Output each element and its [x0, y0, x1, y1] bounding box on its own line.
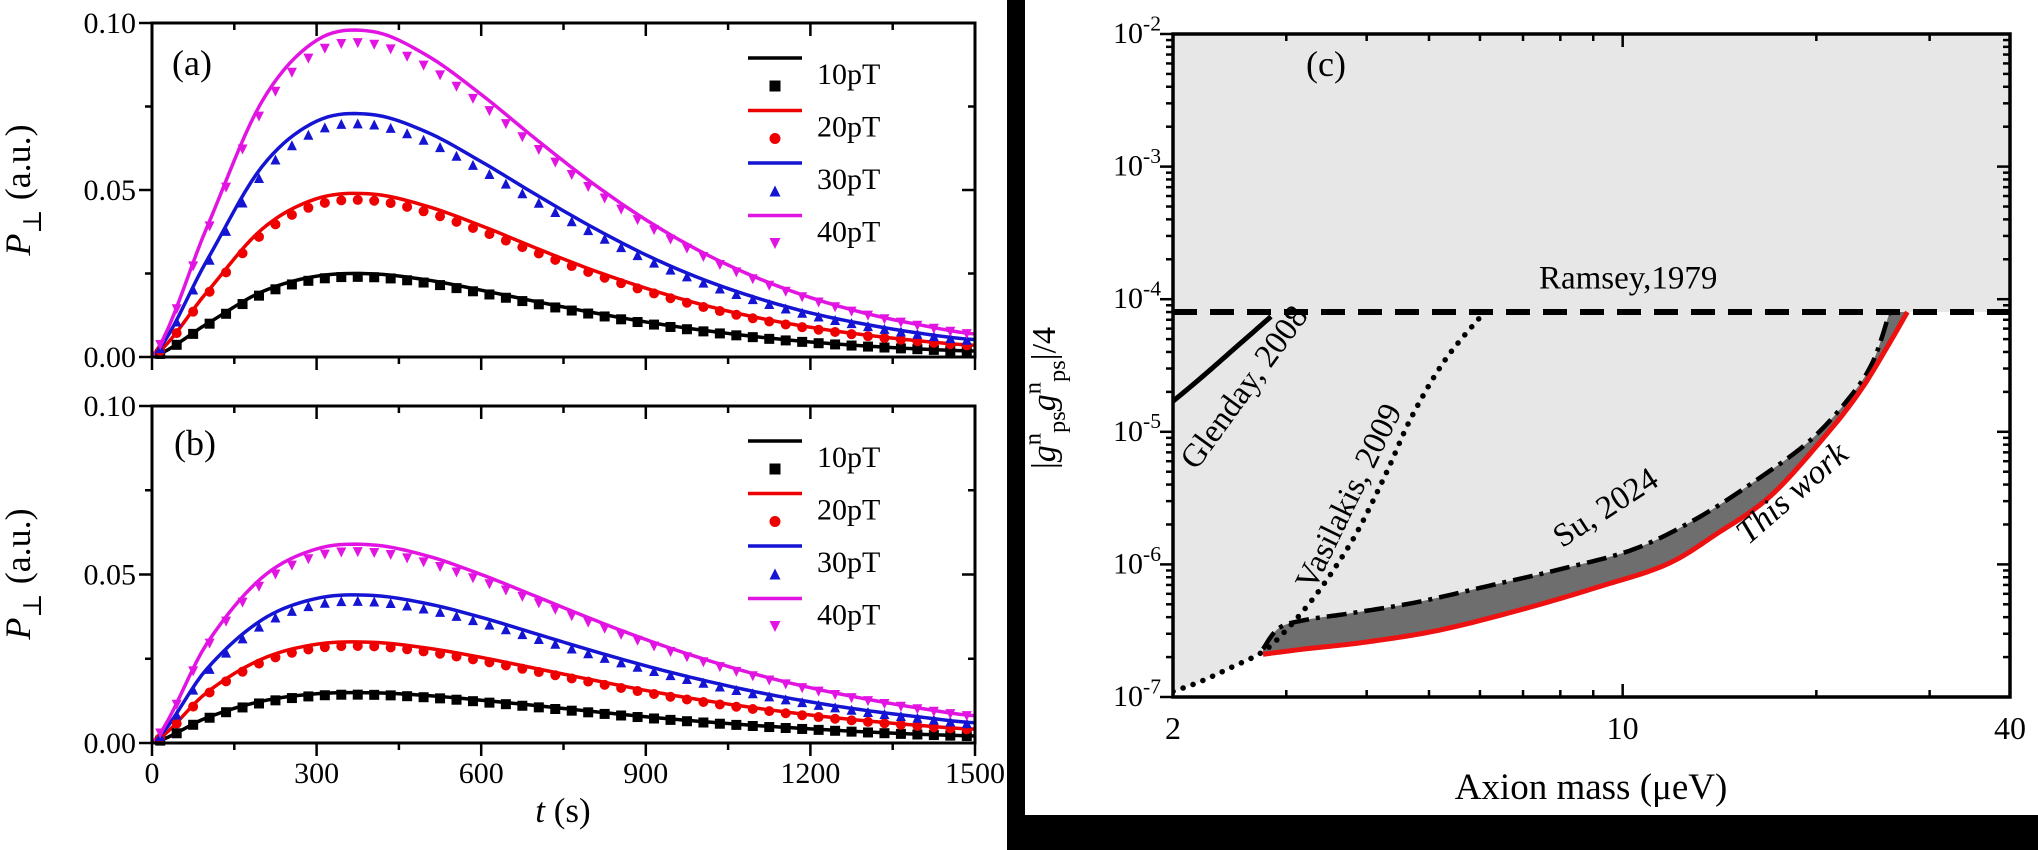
- legend-label-40pT: 40pT: [817, 216, 880, 249]
- panel-c-ytick-10e-7: 10-7: [1113, 674, 1161, 713]
- panel-a-ylabel: P⊥ (a.u.): [0, 124, 47, 256]
- series-markers-10pT: [155, 271, 972, 359]
- panel-b-xtick-label: 600: [459, 757, 504, 790]
- series-markers-40pT: [155, 547, 972, 739]
- panel-c-xtick-label: 2: [1165, 710, 1181, 746]
- bottom-black-strip: [1025, 815, 2038, 850]
- legend-marker-10pT: [769, 463, 781, 475]
- panel-a-ytick-label: 0.00: [84, 341, 137, 374]
- legend-label-20pT: 20pT: [817, 111, 880, 144]
- panel-a-legend: 10pT 20pT 30pT 40pT: [748, 56, 880, 249]
- panel-a-ytick-label: 0.05: [84, 174, 137, 207]
- curve-vasilakis-2009: [1173, 309, 1488, 695]
- excluded-region-fill: [1173, 34, 2010, 692]
- panel-c: 10-2 10-3 10-4 10-5 10-6 10-72 10 40 |gnpsgnps|/…: [1020, 11, 2026, 808]
- su-thiswork-band-fill: [1262, 312, 1908, 655]
- series-markers-30pT: [155, 118, 972, 354]
- panel-c-ytick-10e-2: 10-2: [1113, 11, 1161, 50]
- panel-c-ylabel: |gnpsgnps|/4: [1020, 327, 1071, 469]
- panel-a-curves: [150, 28, 976, 359]
- legend-label-30pT: 30pT: [817, 546, 880, 579]
- panel-c-ytick-10e-3: 10-3: [1113, 144, 1161, 183]
- panel-b-curves: [150, 542, 976, 746]
- panel-b-xtick-label: 0: [145, 757, 160, 790]
- legend-marker-40pT: [769, 621, 781, 632]
- panel-b-ytick-label: 0.05: [84, 559, 137, 592]
- panel-c-ytick-10e-4: 10-4: [1113, 277, 1161, 316]
- panel-a-ticks: [139, 21, 977, 370]
- series-markers-20pT: [155, 194, 972, 357]
- curve-glenday-2008: [1173, 314, 1273, 404]
- panel-b-xtick-label: 1200: [780, 757, 840, 790]
- panel-b: 0.00 0.05 0.10 0 300 600 900 1200 1500 P⊥ (a.u.) t…: [0, 390, 1005, 830]
- panel-b-ytick-label: 0.00: [84, 727, 137, 760]
- series-markers-40pT: [155, 38, 972, 351]
- panel-c-xtick-label: 40: [1994, 710, 2026, 746]
- curve-su-2024: [1261, 311, 1892, 651]
- panel-c-letter: (c): [1306, 44, 1346, 84]
- exclusion-curves: [1173, 309, 2010, 695]
- legend-label-10pT: 10pT: [817, 441, 880, 474]
- series-line-30pT: [150, 111, 976, 359]
- panel-b-xtick-label: 300: [294, 757, 339, 790]
- panel-b-ticks: [139, 404, 977, 756]
- panel-b-xlabel: t (s): [535, 791, 590, 830]
- panel-a-letter: (a): [172, 43, 212, 83]
- panel-b-ylabel: P⊥ (a.u.): [0, 508, 47, 640]
- divider-bar: [1007, 0, 1025, 850]
- curve-this-work: [1262, 310, 1910, 657]
- legend-label-40pT: 40pT: [817, 599, 880, 632]
- panel-b-ytick-label: 0.10: [84, 390, 137, 423]
- panel-b-legend: 10pT 20pT 30pT 40pT: [748, 439, 880, 632]
- shaded-regions: [1173, 34, 2010, 692]
- panel-c-spine: [1171, 32, 2012, 699]
- annotation-ramsey-1979: Ramsey,1979: [1539, 261, 1717, 297]
- panel-c-ytick-10e-6: 10-6: [1113, 542, 1161, 581]
- panel-b-xtick-label: 900: [623, 757, 668, 790]
- legend-marker-20pT: [769, 516, 781, 527]
- legend-marker-40pT: [769, 238, 781, 249]
- legend-marker-20pT: [769, 133, 781, 144]
- panel-b-xtick-label: 1500: [945, 757, 1005, 790]
- series-markers-20pT: [155, 640, 972, 744]
- legend-label-20pT: 20pT: [817, 494, 880, 527]
- series-markers-30pT: [155, 595, 972, 741]
- panel-c-xlabel: Axion mass (μeV): [1455, 767, 1728, 808]
- legend-marker-30pT: [769, 568, 781, 580]
- legend-label-10pT: 10pT: [817, 58, 880, 91]
- panel-b-letter: (b): [174, 423, 216, 463]
- series-line-30pT: [150, 593, 976, 745]
- legend-marker-30pT: [769, 185, 781, 197]
- panel-c-ticks: [1160, 32, 2012, 699]
- panel-c-xtick-label: 10: [1607, 710, 1639, 746]
- legend-marker-10pT: [769, 80, 781, 92]
- panel-a-ytick-label: 0.10: [84, 7, 137, 40]
- legend-label-30pT: 30pT: [817, 163, 880, 196]
- panel-a: 0.00 0.05 0.10 P⊥ (a.u.) (a) 10pT 20pT 30pT 40pT: [0, 7, 977, 374]
- panel-c-ytick-10e-5: 10-5: [1113, 409, 1161, 448]
